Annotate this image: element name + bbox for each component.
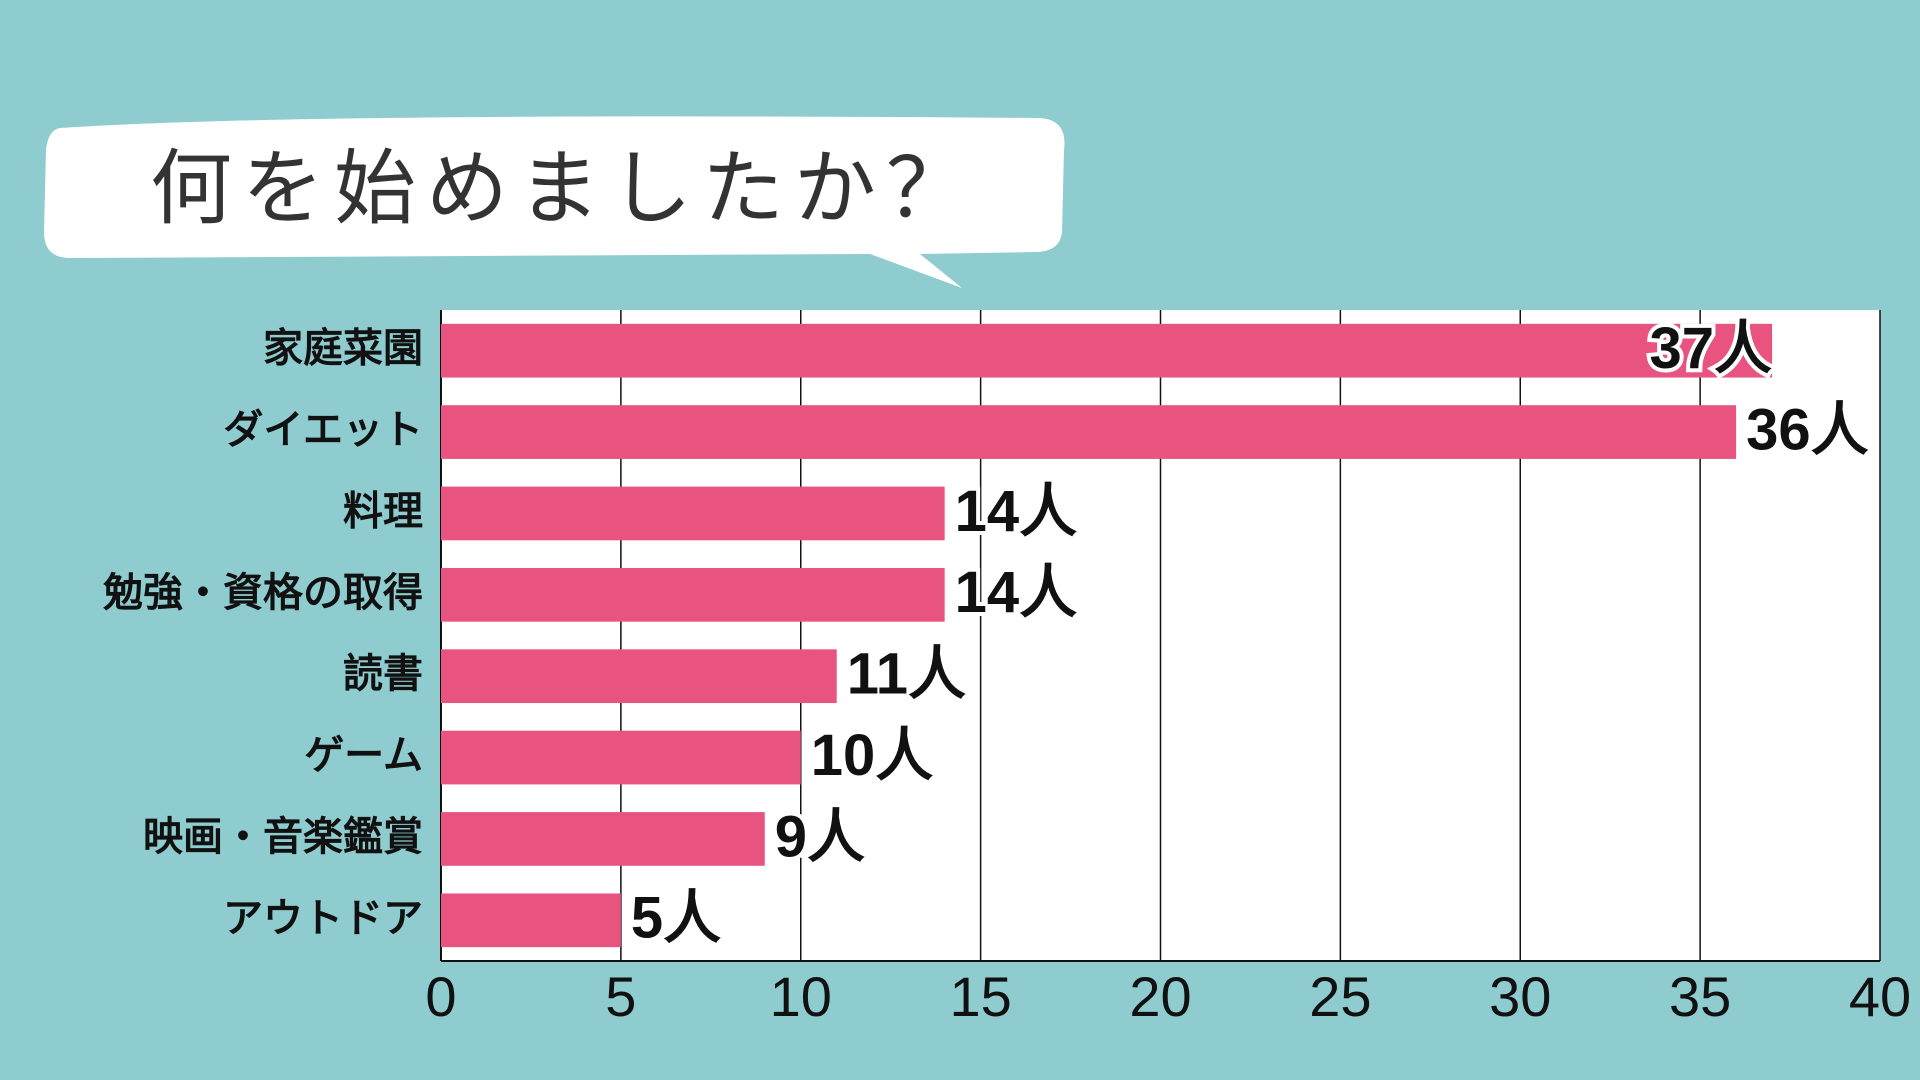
value-label: 5人 xyxy=(631,886,721,951)
value-label: 10人 xyxy=(811,723,934,788)
y-tick-label: 勉強・資格の取得 xyxy=(103,570,423,616)
value-label: 14人 xyxy=(955,560,1078,625)
y-tick-label: 映画・音楽鑑賞 xyxy=(143,814,423,860)
x-tick-label: 40 xyxy=(1849,965,1911,1028)
x-tick-label: 10 xyxy=(770,965,832,1028)
x-tick-label: 0 xyxy=(425,965,456,1028)
bar xyxy=(441,649,837,704)
x-tick-label: 25 xyxy=(1309,965,1371,1028)
value-label: 37人 xyxy=(1650,316,1773,381)
bar xyxy=(441,323,1773,378)
y-tick-label: 家庭菜園 xyxy=(263,326,423,372)
x-tick-label: 30 xyxy=(1489,965,1551,1028)
y-tick-label: ゲーム xyxy=(304,733,423,779)
x-tick-label: 15 xyxy=(949,965,1011,1028)
speech-bubble xyxy=(44,116,1065,288)
value-label: 36人 xyxy=(1746,397,1869,462)
y-tick-label: アウトドア xyxy=(223,895,423,941)
value-label: 11人 xyxy=(847,642,966,707)
y-tick-label: 料理 xyxy=(343,488,423,534)
x-tick-label: 20 xyxy=(1129,965,1191,1028)
y-tick-label: ダイエット xyxy=(223,407,423,453)
value-label: 14人 xyxy=(955,479,1078,544)
bar xyxy=(441,567,945,622)
x-tick-label: 35 xyxy=(1669,965,1731,1028)
chart-title: 何を始めましたか？ xyxy=(150,141,978,236)
bar xyxy=(441,812,765,866)
bar xyxy=(441,486,945,541)
x-tick-label: 5 xyxy=(605,965,636,1028)
value-label: 9人 xyxy=(775,804,865,869)
y-tick-label: 読書 xyxy=(343,651,423,697)
bar xyxy=(441,893,621,948)
bar xyxy=(441,405,1737,459)
bar xyxy=(441,730,801,785)
